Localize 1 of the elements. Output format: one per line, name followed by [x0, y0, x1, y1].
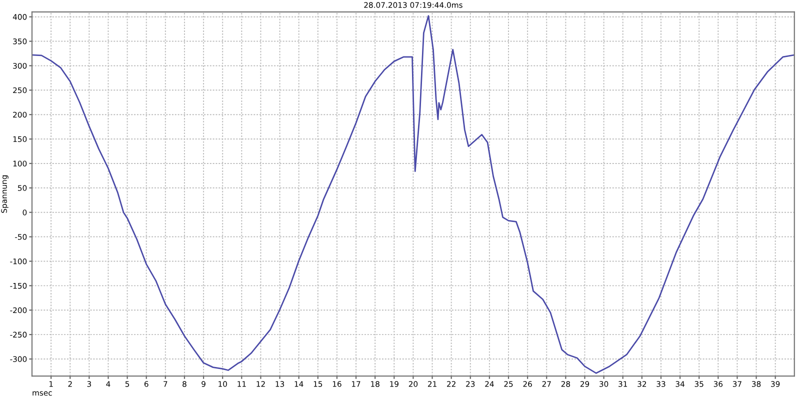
line-series	[32, 15, 794, 374]
